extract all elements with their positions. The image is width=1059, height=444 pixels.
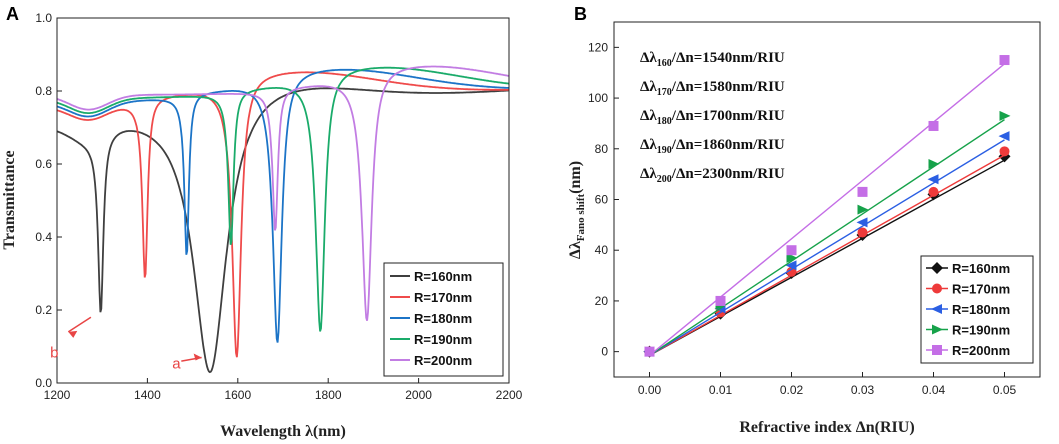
y-tick-label: 1.0: [35, 11, 52, 25]
y-tick-label: 80: [595, 142, 609, 156]
data-point-r=180nm: [856, 217, 868, 228]
legend-swatch-marker: [932, 345, 942, 355]
data-point-r=200nm: [786, 245, 797, 256]
x-tick-label: 2000: [405, 388, 432, 402]
y-tick-label: 0.4: [35, 230, 52, 244]
legend-swatch-marker: [931, 262, 943, 274]
data-point-r=180nm: [998, 131, 1010, 142]
legend-swatch-marker: [931, 304, 942, 314]
series-line-r=180nm: [56, 68, 510, 343]
y-tick-label: 40: [595, 243, 609, 257]
data-point-r=200nm: [857, 186, 868, 197]
y-tick-label: 120: [588, 40, 608, 54]
data-point-r=200nm: [715, 295, 726, 306]
panel-b: B 0.00 0.01 0.02 0.03 0.04 0.05 0 20 40 60 80 100 1…: [567, 4, 1041, 436]
annotation-a-label: a: [172, 355, 181, 372]
x-tick-label: 1200: [44, 388, 71, 402]
y-tick-label: 100: [588, 91, 608, 105]
legend-label: R=190nm: [952, 323, 1010, 338]
x-tick-label: 1400: [134, 388, 161, 402]
fit-line-r=200nm: [649, 63, 1005, 356]
legend-label: R=160nm: [414, 269, 472, 284]
data-point-r=170nm: [857, 227, 868, 238]
y-tick-label: 20: [595, 294, 609, 308]
series-line-r=170nm: [56, 71, 509, 358]
panel-b-label: B: [574, 4, 587, 24]
data-point-r=190nm: [857, 204, 869, 215]
y-tick-label: 0.2: [35, 303, 52, 317]
data-point-r=170nm: [928, 186, 939, 197]
plot-a-xlabel: Wavelength λ(nm): [220, 423, 346, 440]
plot-b-xlabel: Refractive index Δn(RIU): [739, 419, 914, 436]
legend-label: R=170nm: [414, 290, 472, 305]
y-tick-label: 0.8: [35, 84, 52, 98]
x-tick-label: 0.00: [638, 383, 662, 397]
x-tick-label: 2200: [496, 388, 523, 402]
x-tick-label: 0.03: [851, 383, 875, 397]
sensitivity-annotation: Δλ180/Δn=1700nm/RIU: [640, 108, 785, 127]
series-line-r=190nm: [56, 66, 510, 332]
fit-line-r=190nm: [649, 119, 1005, 357]
legend-swatch-marker: [932, 283, 942, 294]
sensitivity-annotation: Δλ160/Δn=1540nm/RIU: [640, 50, 785, 69]
y-tick-label: 0.0: [35, 376, 52, 390]
y-tick-label: 0: [601, 345, 608, 359]
data-point-r=190nm: [999, 110, 1011, 121]
sensitivity-annotation: Δλ170/Δn=1580nm/RIU: [640, 79, 785, 98]
x-tick-label: 0.01: [709, 383, 733, 397]
series-line-r=200nm: [56, 65, 510, 321]
x-tick-label: 0.05: [993, 383, 1017, 397]
sensitivity-annotation: Δλ190/Δn=1860nm/RIU: [640, 137, 785, 156]
plot-a-legend: R=160nm R=170nm R=180nm R=190nm R=200nm: [383, 262, 504, 377]
data-point-r=180nm: [927, 174, 939, 185]
fit-line-r=160nm: [649, 159, 1005, 357]
data-point-r=180nm: [785, 260, 797, 271]
legend-label: R=160nm: [952, 261, 1010, 276]
annotation-b-arrow: [67, 316, 92, 333]
fit-line-r=180nm: [649, 139, 1005, 357]
data-point-r=200nm: [999, 55, 1010, 66]
panel-a-label: A: [6, 4, 19, 24]
plot-b-legend: R=160nm R=170nm R=180nm R=190nm R=200nm: [920, 255, 1034, 364]
y-tick-label: 0.6: [35, 157, 52, 171]
legend-label: R=200nm: [414, 353, 472, 368]
legend-label: R=180nm: [952, 302, 1010, 317]
data-point-r=200nm: [644, 346, 655, 357]
plot-b-ylabel: ΔλFano shift(nm): [567, 161, 587, 259]
annotation-a-arrowhead: [193, 353, 202, 361]
legend-label: R=200nm: [952, 343, 1010, 358]
data-point-r=170nm: [999, 146, 1010, 157]
annotation-b-label: b: [50, 344, 58, 361]
x-tick-label: 1600: [224, 388, 251, 402]
x-tick-label: 0.04: [922, 383, 946, 397]
legend-swatch-marker: [932, 324, 943, 335]
plot-a-frame: [56, 17, 510, 384]
annotation-b-arrowhead: [68, 330, 78, 338]
x-tick-label: 0.02: [780, 383, 804, 397]
panel-a: A 1200 1400 1600 1800 2000 2200 0.0 0.2 0.4 0.6 0…: [1, 4, 523, 440]
data-point-r=190nm: [786, 252, 798, 263]
legend-box: [383, 262, 504, 377]
x-tick-label: 1800: [315, 388, 342, 402]
legend-label: R=190nm: [414, 332, 472, 347]
legend-label: R=170nm: [952, 282, 1010, 297]
series-line-r=160nm: [56, 87, 509, 374]
data-point-r=190nm: [928, 159, 940, 169]
y-tick-label: 60: [595, 193, 609, 207]
legend-label: R=180nm: [414, 311, 472, 326]
sensitivity-annotation: Δλ200/Δn=2300nm/RIU: [640, 166, 785, 185]
plot-b-ylabel-text: ΔλFano shift(nm): [567, 161, 587, 259]
data-point-r=200nm: [928, 120, 939, 131]
plot-a-ylabel: Transmittance: [1, 150, 18, 249]
fit-line-r=170nm: [649, 154, 1005, 357]
